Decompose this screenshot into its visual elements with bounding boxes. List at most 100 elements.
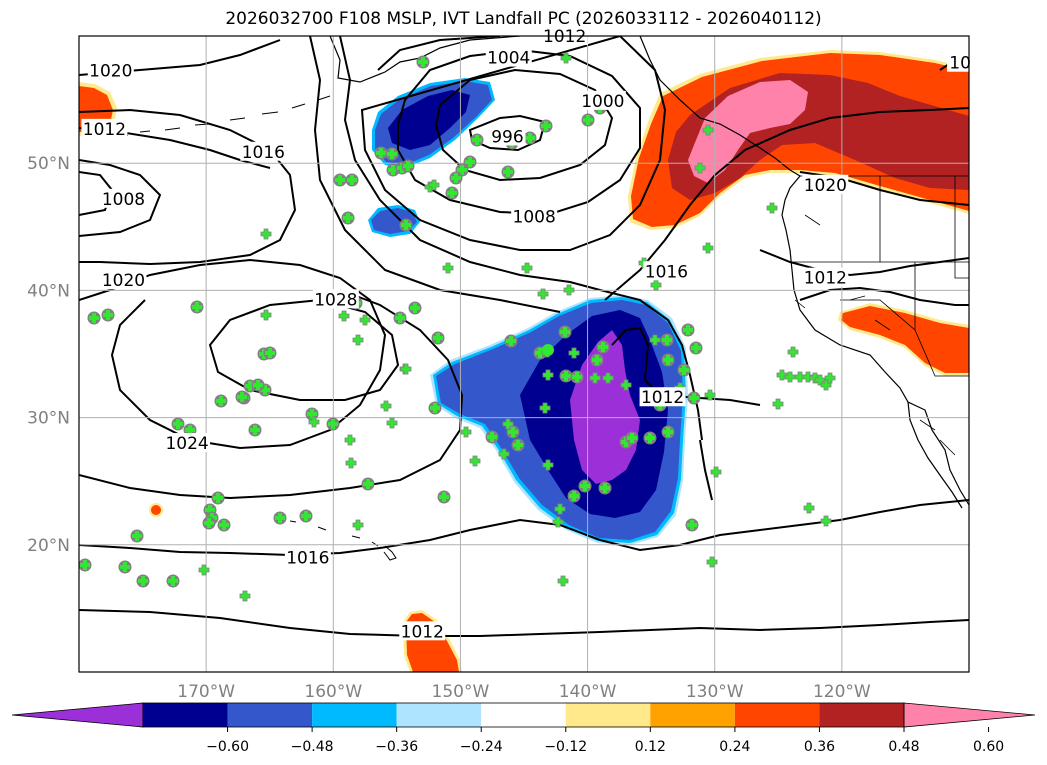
colorbar-segment-1: [143, 703, 228, 727]
north-america-interior: [794, 214, 956, 456]
landfall-cross-9: [787, 346, 799, 358]
ivt-shading: [79, 50, 969, 672]
landfall-ring-cross-2: [387, 149, 397, 159]
landfall-ring-cross-42: [560, 327, 570, 337]
landfall-ring-cross-62: [213, 493, 223, 503]
map-frame: [78, 35, 970, 673]
isobar-label-bg-13: [802, 174, 849, 194]
landfall-ring-cross-46: [506, 336, 516, 346]
isobar-1028: [208, 298, 400, 401]
landfall-cross-52: [694, 162, 706, 174]
landfall-ring-cross-15: [525, 133, 535, 143]
landfall-cross-59: [704, 389, 716, 401]
landfall-cross-45: [803, 502, 815, 514]
landfall-cross-32: [502, 418, 514, 430]
landfall-ring-cross-64: [219, 520, 229, 530]
landfall-ring-cross-38: [250, 425, 260, 435]
landfall-ring-cross-21: [89, 313, 99, 323]
landfall-ring-cross-43: [592, 355, 602, 365]
landfall-ring-cross-65: [275, 513, 285, 523]
isobar-label-bg-2: [240, 141, 287, 161]
isobar-label-bg-18: [947, 52, 974, 72]
lon-label-5: 120°W: [813, 682, 871, 702]
landfall-ring-cross-26: [395, 313, 405, 323]
isobar-label-bg-3: [100, 188, 147, 208]
colorbar: −0.60 −0.48 −0.36 −0.24 −0.12 0.12 0.24 0.36 0.4…: [11, 702, 1036, 755]
landfall-cross-57: [649, 334, 661, 346]
landfall-cross-31: [498, 448, 510, 460]
colorbar-tick-label-5: 0.12: [635, 739, 666, 755]
landfall-cross-25: [386, 417, 398, 429]
positive-ivt-region-california-inner: [841, 306, 969, 373]
landfall-ring-cross-23: [192, 302, 202, 312]
isobar-1012-north: [339, 36, 703, 441]
isobar-1012-subtropical-east: [611, 326, 761, 406]
isobar-label-3: 1008: [102, 190, 145, 210]
colorbar-segment-6: [565, 703, 651, 727]
colorbar-segment-8: [734, 703, 820, 727]
lon-label-1: 160°W: [304, 682, 362, 702]
landfall-ring-cross-54: [621, 437, 631, 447]
latitude-labels: 50°N 40°N 30°N 20°N: [27, 154, 70, 556]
coastline-baja: [907, 401, 963, 509]
isobar-label-6: 1000: [581, 92, 624, 112]
colorbar-tick-label-4: −0.12: [544, 739, 587, 755]
isobar-label-bg-8: [511, 206, 558, 226]
landfall-cross-41: [568, 347, 580, 359]
landfall-ring-cross-69: [569, 491, 579, 501]
colorbar-segment-5: [481, 703, 566, 727]
colorbar-segment-7: [650, 703, 735, 727]
landfall-ring-cross-9: [457, 165, 467, 175]
landfall-ring-cross-41: [430, 403, 440, 413]
isobar-1008-low: [360, 36, 667, 251]
landfall-ring-cross-13: [503, 167, 513, 177]
isobar-label-1: 1012: [83, 120, 126, 140]
landfall-ring-cross-17: [583, 115, 593, 125]
colorbar-segment-2: [227, 703, 313, 727]
aleutian-islands: [119, 95, 331, 138]
isobar-label-5: 1012: [543, 27, 586, 47]
landfall-ring-cross-35: [237, 392, 247, 402]
isobar-label-18: 10: [949, 54, 971, 74]
landfall-cross-8: [766, 202, 778, 214]
isobar-1020-subtropical: [79, 258, 387, 450]
landfall-ring-cross-33: [253, 380, 263, 390]
landfall-cross-1: [442, 262, 454, 274]
landfall-ring-cross-80: [572, 372, 582, 382]
isobar-label-7: 996: [491, 127, 523, 147]
landfall-cross-24: [380, 400, 392, 412]
landfall-ring-cross-16: [541, 121, 551, 131]
isobar-label-bg-10: [100, 270, 147, 290]
landfall-ring-cross-22: [103, 310, 113, 320]
isobar-labels: 1020 1012 1016 1008 1004 1012 1000 996 1008 1016 1…: [81, 26, 974, 642]
landfall-cross-0: [260, 228, 272, 240]
landfall-ring-cross-30: [245, 381, 255, 391]
landfall-cross-56: [428, 179, 440, 191]
isobar-label-11: 1028: [314, 290, 357, 310]
landfall-dot-0: [542, 344, 554, 356]
positive-ivt-peak-northwest: [688, 80, 808, 183]
isobar-label-bg-16: [284, 547, 331, 567]
landfall-cross-53: [702, 124, 714, 136]
landfall-cross-47: [198, 564, 210, 576]
isobar-label-9: 1016: [645, 262, 688, 282]
landfall-cross-20: [338, 310, 350, 322]
landfall-cross-27: [345, 457, 357, 469]
isobar-1012-east: [699, 439, 713, 501]
lon-label-2: 150°W: [432, 682, 490, 702]
landfall-ring-cross-28: [265, 348, 275, 358]
landfall-cross-22: [352, 334, 364, 346]
landfall-ring-cross-49: [691, 343, 701, 353]
coastline-alaska-south: [639, 36, 969, 506]
landfall-ring-cross-59: [513, 440, 523, 450]
state-borders: [790, 175, 969, 377]
landfall-cross-38: [620, 379, 632, 391]
colorbar-tick-label-8: 0.48: [888, 739, 919, 755]
landfall-cross-35: [554, 503, 566, 515]
landfall-ring-cross-60: [205, 505, 215, 515]
colorbar-tick-label-9: 0.60: [973, 739, 1004, 755]
landfall-ring-cross-68: [439, 492, 449, 502]
lat-label-2: 30°N: [27, 409, 70, 429]
map-title: 2026032700 F108 MSLP, IVT Landfall PC (2…: [225, 9, 822, 29]
isobar-label-8: 1008: [513, 208, 556, 228]
